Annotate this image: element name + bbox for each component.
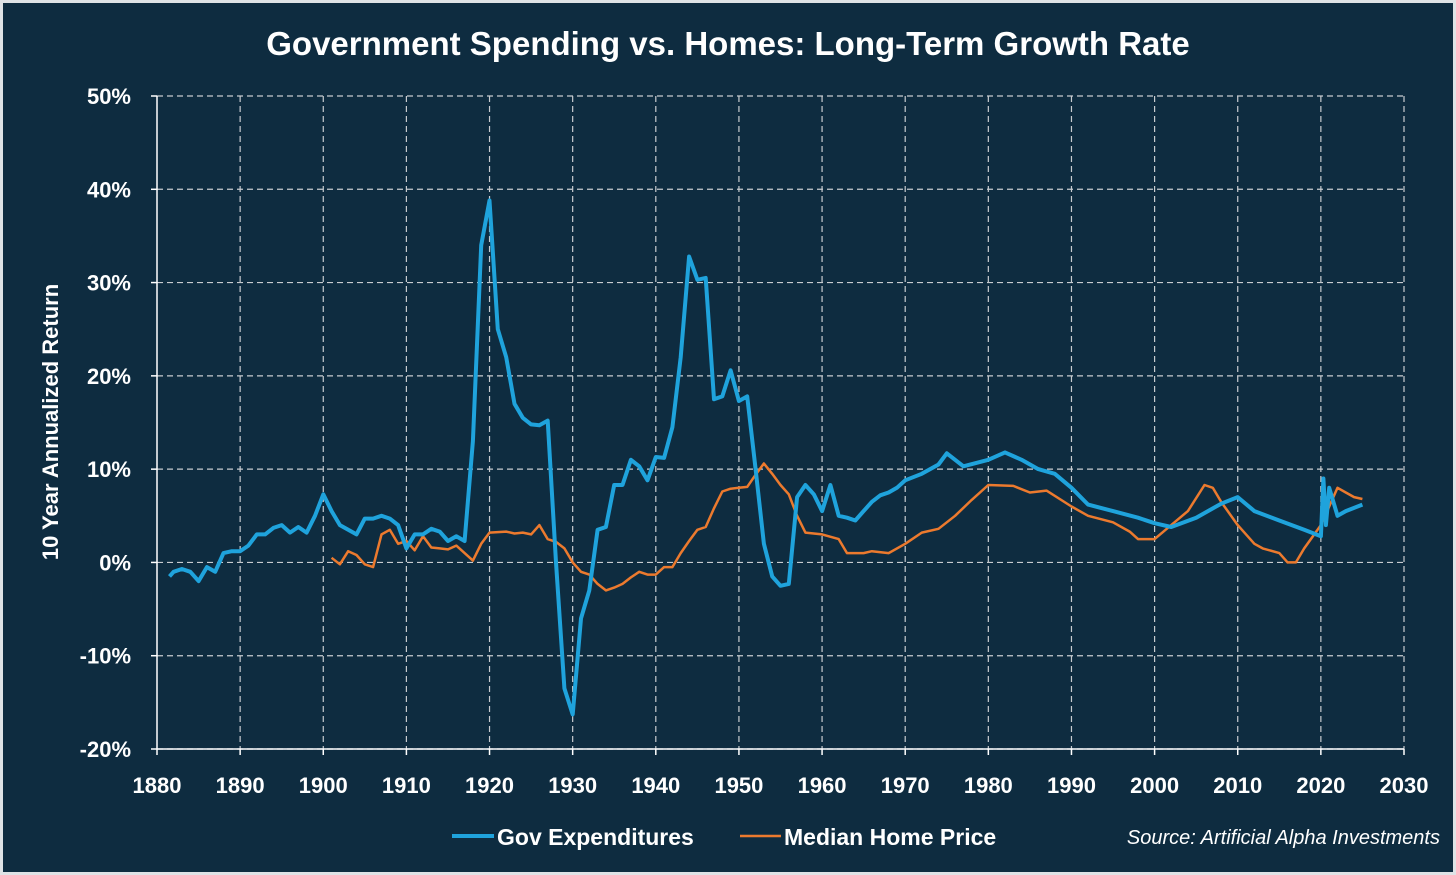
x-tick-label: 1890 (216, 773, 265, 798)
y-tick-label: 20% (87, 364, 131, 389)
y-axis-label: 10 Year Annualized Return (38, 284, 63, 560)
x-tick-label: 1980 (964, 773, 1013, 798)
x-tick-label: 1990 (1047, 773, 1096, 798)
y-tick-label: 10% (87, 457, 131, 482)
x-tick-label: 1930 (548, 773, 597, 798)
chart-background (3, 3, 1453, 872)
y-tick-label: -20% (80, 737, 131, 762)
y-tick-label: -10% (80, 644, 131, 669)
x-tick-label: 2010 (1213, 773, 1262, 798)
x-tick-label: 1880 (133, 773, 182, 798)
x-tick-label: 1940 (631, 773, 680, 798)
gridlines (151, 95, 1405, 755)
y-tick-label: 50% (87, 84, 131, 109)
source-note: Source: Artificial Alpha Investments (1127, 827, 1440, 849)
x-tick-label: 1920 (465, 773, 514, 798)
x-tick-label: 1950 (714, 773, 763, 798)
series-lines (168, 198, 1364, 717)
x-tick-label: 1970 (881, 773, 930, 798)
series-line-median-home-price (330, 462, 1363, 592)
y-tick-label: 40% (87, 177, 131, 202)
x-tick-labels: 1880 1890 1900 1910 1920 1930 1940 1950 1960 1970… (133, 773, 1429, 798)
legend-label-home: Median Home Price (784, 824, 996, 850)
legend-label-gov: Gov Expenditures (497, 824, 694, 850)
x-tick-label: 1900 (299, 773, 348, 798)
x-tick-label: 1960 (798, 773, 847, 798)
x-tick-label: 2020 (1296, 773, 1345, 798)
x-tick-label: 2030 (1380, 773, 1429, 798)
y-tick-label: 30% (87, 271, 131, 296)
legend: Gov Expenditures Median Home Price (452, 824, 996, 850)
x-tick-label: 1910 (382, 773, 431, 798)
chart-title: Government Spending vs. Homes: Long-Term… (266, 25, 1189, 62)
y-tick-label: 0% (99, 550, 131, 575)
x-tick-label: 2000 (1130, 773, 1179, 798)
series-line-gov-expenditures (168, 198, 1364, 717)
y-tick-labels: -20% -10% 0% 10% 20% 30% 40% 50% (80, 84, 131, 762)
